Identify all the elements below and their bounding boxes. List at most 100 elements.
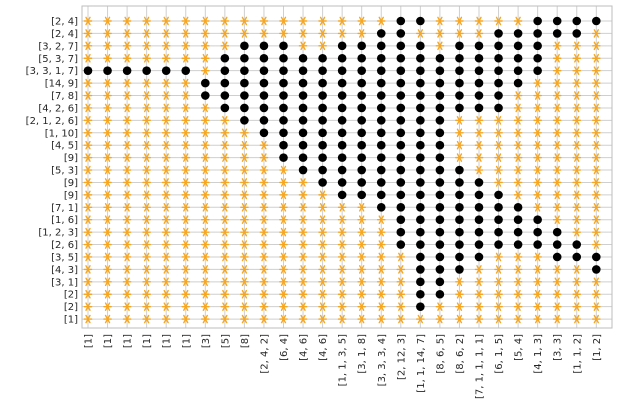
filled-cell-point [533, 16, 542, 26]
empty-cell-star [455, 16, 464, 26]
filled-cell-point [298, 128, 308, 138]
filled-cell-point [533, 53, 542, 63]
filled-cell-point [552, 16, 562, 26]
empty-cell-star [318, 16, 327, 26]
filled-cell-point [201, 91, 210, 100]
empty-cell-star [83, 302, 93, 311]
x-tick-label: [1] [84, 334, 95, 348]
empty-cell-star [200, 165, 210, 175]
empty-cell-star [240, 140, 249, 150]
y-tick-label: [5, 3] [51, 166, 78, 177]
filled-cell-point [318, 103, 327, 113]
empty-cell-star [220, 41, 230, 51]
filled-cell-point [357, 78, 367, 88]
empty-cell-star [474, 140, 484, 150]
empty-cell-star [552, 289, 562, 299]
empty-cell-star [240, 16, 249, 26]
empty-cell-star [279, 314, 288, 324]
empty-cell-star [200, 16, 210, 26]
y-tick-label: [1] [64, 315, 78, 326]
filled-cell-point [337, 178, 347, 187]
empty-cell-star [259, 302, 269, 311]
empty-cell-star [513, 252, 523, 262]
filled-cell-point [240, 66, 249, 75]
empty-cell-star [122, 215, 132, 225]
empty-cell-star [298, 29, 308, 38]
empty-cell-star [220, 16, 230, 26]
empty-cell-star [337, 240, 347, 249]
empty-cell-star [161, 128, 171, 138]
empty-cell-star [122, 16, 132, 26]
y-tick-label: [7, 1] [51, 203, 78, 214]
empty-cell-star [220, 302, 230, 311]
filled-cell-point [572, 16, 582, 26]
empty-cell-star [240, 165, 249, 175]
empty-cell-star [318, 227, 327, 237]
x-tick-label: [4, 1, 3] [533, 334, 544, 374]
empty-cell-star [122, 153, 132, 162]
filled-cell-point [396, 215, 406, 225]
empty-cell-star [103, 240, 112, 249]
filled-cell-point [259, 128, 269, 138]
empty-cell-star [455, 128, 464, 138]
empty-cell-star [181, 140, 191, 150]
empty-cell-star [572, 116, 582, 125]
empty-cell-star [142, 165, 151, 175]
empty-cell-star [161, 103, 171, 113]
x-tick-label: [8, 6, 5] [435, 334, 446, 374]
empty-cell-star [337, 265, 347, 274]
empty-cell-star [142, 16, 151, 26]
empty-cell-star [357, 215, 366, 225]
filled-cell-point [513, 227, 523, 237]
empty-cell-star [103, 202, 112, 212]
filled-cell-point [435, 265, 445, 274]
empty-cell-star [240, 289, 249, 299]
filled-cell-point [572, 252, 582, 262]
filled-cell-point [416, 103, 425, 113]
empty-cell-star [220, 240, 230, 249]
empty-cell-star [552, 190, 562, 200]
empty-cell-star [337, 314, 347, 324]
filled-cell-point [552, 240, 562, 249]
empty-cell-star [181, 190, 191, 200]
empty-cell-star [161, 16, 171, 26]
filled-cell-point [259, 66, 269, 75]
empty-cell-star [552, 41, 562, 51]
empty-cell-star [142, 265, 151, 274]
filled-cell-point [494, 29, 503, 38]
empty-cell-star [83, 314, 93, 324]
empty-cell-star [513, 178, 523, 187]
filled-cell-point [455, 215, 464, 225]
empty-cell-star [220, 116, 230, 125]
filled-cell-point [279, 140, 288, 150]
filled-cell-point [337, 165, 347, 175]
empty-cell-star [279, 265, 288, 274]
empty-cell-star [259, 165, 269, 175]
empty-cell-star [552, 202, 562, 212]
y-tick-label: [2, 6] [51, 240, 78, 251]
empty-cell-star [279, 165, 288, 175]
x-tick-label: [5, 4] [514, 334, 525, 361]
x-tick-label: [3, 3, 3, 4] [377, 334, 388, 386]
empty-cell-star [161, 265, 171, 274]
filled-cell-point [259, 103, 269, 113]
x-tick-label: [1] [123, 334, 134, 348]
filled-cell-point [376, 53, 386, 63]
empty-cell-star [161, 302, 171, 311]
filled-cell-point [416, 252, 425, 262]
empty-cell-star [142, 91, 151, 100]
empty-cell-star [318, 314, 327, 324]
empty-cell-star [513, 91, 523, 100]
empty-cell-star [455, 116, 464, 125]
empty-cell-star [298, 178, 308, 187]
empty-cell-star [494, 165, 503, 175]
empty-cell-star [142, 240, 151, 249]
empty-cell-star [592, 314, 601, 324]
filled-cell-point [376, 190, 386, 200]
filled-cell-point [455, 53, 464, 63]
filled-cell-point [376, 91, 386, 100]
empty-cell-star [103, 178, 112, 187]
empty-cell-star [572, 103, 582, 113]
filled-cell-point [416, 178, 425, 187]
filled-cell-point [435, 153, 445, 162]
